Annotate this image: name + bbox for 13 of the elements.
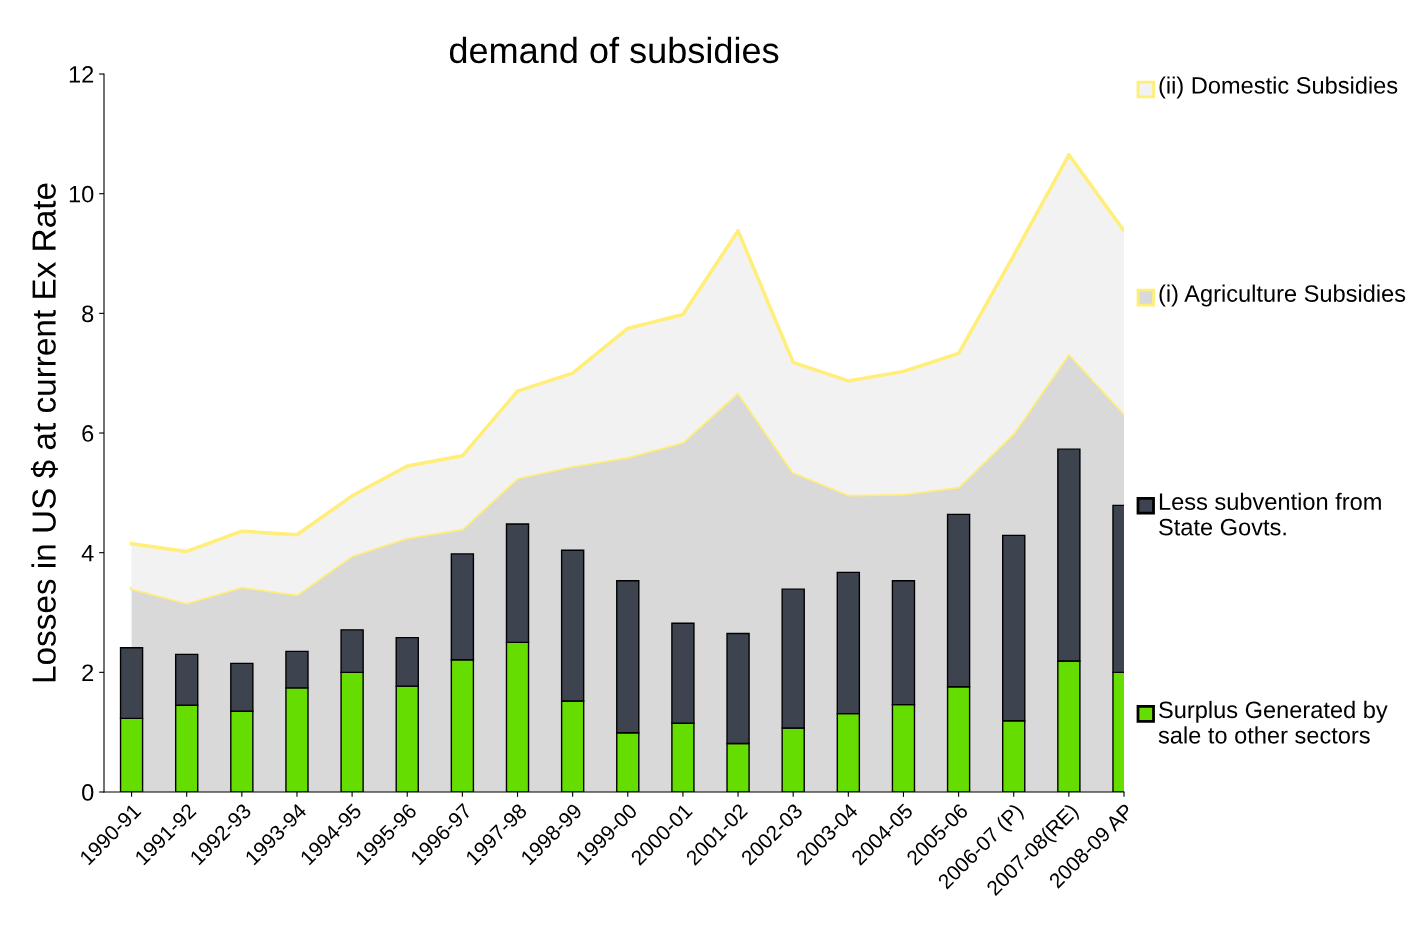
y-tick-label: 12: [69, 66, 94, 83]
y-tick-label: 2: [82, 664, 94, 681]
y-tick-label: 4: [81, 544, 94, 562]
legend-label: Less subvention from State Govts.: [1159, 492, 1381, 536]
y-axis-title: Losses in US $ at current Ex Rate: [30, 183, 58, 682]
chart-title: demand of subsidies: [449, 36, 779, 64]
y-tick-label: 0: [82, 784, 94, 801]
y-tick-label: 10: [69, 185, 94, 203]
legend-label: Surplus Generated by sale to other sectors: [1158, 700, 1388, 744]
y-tick-label: 6: [82, 425, 94, 442]
legend-label: (i) Agriculture Subsidies: [1159, 284, 1406, 307]
y-tick-label: 8: [82, 305, 94, 323]
legend-label: (ii) Domestic Subsidies: [1159, 76, 1398, 99]
